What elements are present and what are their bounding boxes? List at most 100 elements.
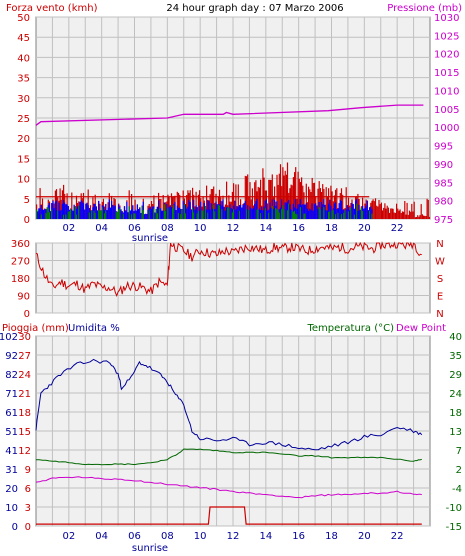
wind-gust-bar [309,189,311,219]
humidity-tick-label: 41 [5,446,18,457]
wind-gust-bar [401,211,404,219]
wind-speed-bar [210,203,212,219]
wind-speed-bar [152,206,154,219]
wind-gust-bar [289,188,291,219]
wind-gust-bar [179,194,181,219]
wind-calm-bar [343,212,345,219]
wind-gust-bar [209,194,211,219]
wind-speed-bar [87,205,89,219]
wind-calm-bar [299,207,301,219]
wind-gust-bar [403,211,405,219]
wind-speed-bar [358,204,360,219]
wind-speed-bar [339,199,341,219]
wind-gust-bar [336,188,338,219]
wind-speed-tick-label: 10 [17,175,30,186]
wind-gust-bar [279,164,282,219]
direction-degree-tick-label: 90 [17,292,30,303]
wind-gust-bar [379,204,381,219]
wind-calm-bar [192,207,194,219]
wind-speed-bar [113,206,115,219]
wind-speed-bar [244,200,246,219]
wind-calm-bar [65,214,67,219]
wind-speed-bar [234,200,236,219]
wind-gust-bar [197,194,199,219]
wind-speed-bar [146,214,148,219]
wind-gust-bar [272,197,275,219]
wind-calm-bar [286,210,289,219]
temperature-tick-label: 24 [449,389,462,400]
wind-gust-bar [421,214,423,219]
wind-calm-bar [362,210,364,219]
compass-tick-label: N [436,309,443,320]
wind-speed-bar [123,206,126,219]
wind-gust-bar [162,195,164,219]
pressure-tick-label: 980 [434,197,453,208]
wind-gust-bar [60,199,62,219]
wind-speed-bar [315,203,317,219]
pressure-line [35,104,424,126]
wind-calm-bar [142,210,144,219]
wind-speed-bar [357,210,359,219]
wind-gust-bar [404,201,406,219]
wind-calm-bar [331,210,333,219]
wind-gust-bar [392,208,394,219]
wind-speed-bar [279,207,282,219]
wind-calm-bar [337,212,339,219]
wind-gust-bar [426,198,428,219]
wind-speed-bar [120,209,122,219]
pressure-tick-label: 1015 [434,68,459,79]
wind-speed-bar [284,202,286,219]
rain-tick-label: 27 [18,351,31,362]
wind-speed-bar [223,206,225,219]
hour-tick-label: 06 [128,531,141,542]
wind-speed-bar [289,204,291,219]
humidity-tick-label: 20 [5,484,18,495]
rain-axis-title: Pioggia (mm) [2,323,69,334]
wind-speed-bar [161,210,163,219]
wind-gust-bar [245,176,248,219]
wind-calm-bar [340,214,343,219]
wind-calm-bar [214,211,216,219]
wind-calm-bar [128,206,130,219]
wind-calm-bar [165,211,167,219]
wind-speed-bar [193,199,195,219]
wind-calm-bar [271,206,273,219]
wind-speed-bar [170,207,173,219]
wind-gust-bar [414,217,416,219]
wind-gust-bar [128,190,130,219]
wind-calm-bar [181,209,183,219]
wind-gust-bar [397,208,399,219]
wind-speed-bar [250,208,252,219]
wind-speed-bar [363,208,365,219]
wind-gust-bar [301,177,303,219]
humidity-tick-label: 31 [5,465,18,476]
wind-calm-bar [100,210,102,219]
wind-gust-bar [381,210,384,219]
hour-tick-label: 08 [161,531,174,542]
wind-speed-bar [301,205,303,219]
rain-tick-label: 21 [18,389,31,400]
wind-speed-bar [316,205,318,219]
wind-calm-bar [281,209,283,219]
wind-gust-bar [412,211,414,219]
wind-speed-bar [129,210,131,219]
wind-speed-bar [190,209,192,219]
wind-speed-bar [48,203,51,219]
wind-gust-bar [262,168,264,219]
direction-degree-tick-label: 360 [11,239,30,250]
wind-calm-bar [335,214,337,219]
wind-speed-bar [220,200,222,219]
wind-speed-bar [359,210,361,219]
wind-gust-bar [394,212,396,219]
rain-tick-label: 0 [25,522,31,533]
wind-speed-axis-title: Forza vento (kmh) [6,3,98,14]
wind-speed-bar [263,206,265,219]
wind-speed-bar [176,205,178,219]
wind-gust-bar [260,179,262,219]
wind-calm-bar [303,213,305,219]
wind-speed-bar [328,203,330,219]
pressure-tick-label: 1030 [434,13,459,24]
wind-speed-bar [158,200,160,219]
wind-speed-bar [270,207,272,219]
